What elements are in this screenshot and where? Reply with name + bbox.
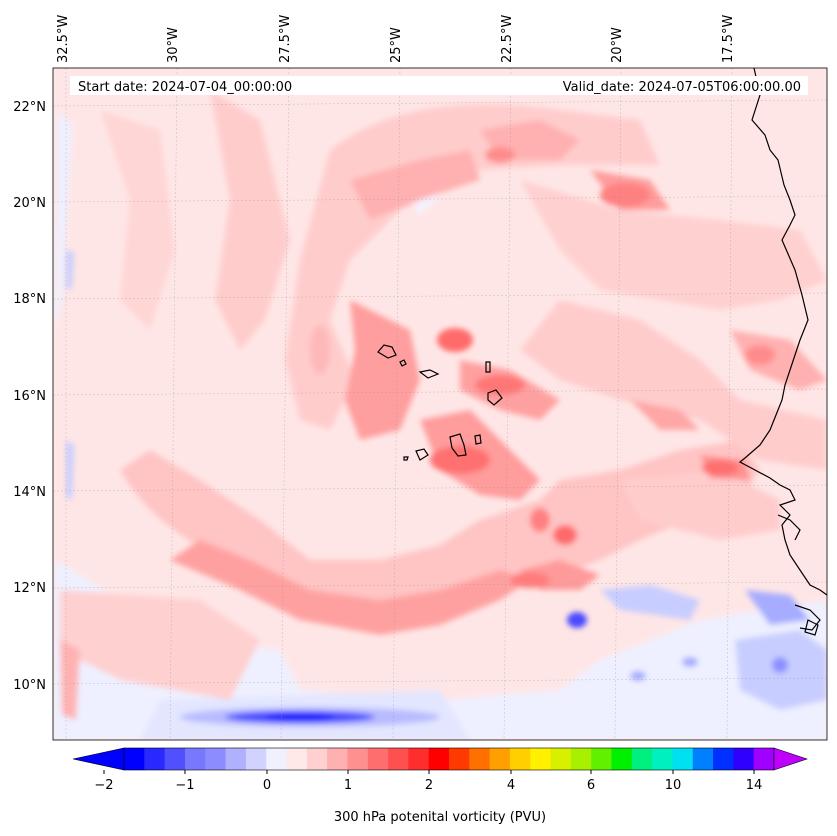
- colorbar-tick-label: 6: [587, 778, 595, 793]
- colorbar-tick-label: 10: [665, 778, 682, 793]
- coastlines: [377, 68, 827, 636]
- colorbar-segment: [530, 748, 552, 770]
- colorbar-tick-label: 1: [344, 778, 352, 793]
- lon-label-25w: 25°W: [389, 27, 404, 63]
- graticule: [53, 68, 827, 740]
- cape-verde-sao-vicente: [399, 359, 407, 367]
- lat-label-16n: 16°N: [13, 389, 46, 404]
- lat-label-20n: 20°N: [13, 196, 46, 211]
- cape-verde-santo-antao: [377, 344, 397, 359]
- colorbar-segment: [672, 748, 694, 770]
- colorbar-label: 300 hPa potenital vorticity (PVU): [334, 810, 546, 825]
- colorbar-segment: [489, 748, 511, 770]
- colorbar-tick-label: −2: [94, 778, 113, 793]
- colorbar-segment: [611, 748, 633, 770]
- lon-label-20w: 20°W: [610, 27, 625, 63]
- lon-label-32.5w: 32.5°W: [56, 15, 71, 63]
- cape-verde-fogo: [415, 448, 429, 461]
- colorbar-tick-label: 2: [425, 778, 433, 793]
- colorbar-tick-label: −1: [175, 778, 194, 793]
- colorbar-tick-label: 14: [746, 778, 763, 793]
- colorbar-segment: [286, 748, 308, 770]
- lat-label-22n: 22°N: [13, 100, 46, 115]
- cape-verde-maio: [474, 434, 482, 445]
- africa-coast: [738, 68, 827, 596]
- lon-label-17.5w: 17.5°W: [721, 15, 736, 63]
- pv-field: Start date: 2024-07-04_00:00:00 Valid_da…: [53, 68, 827, 740]
- colorbar-segment: [144, 748, 166, 770]
- colorbar-tick-label: 4: [507, 778, 515, 793]
- lat-label-12n: 12°N: [13, 581, 46, 596]
- colorbar-segment: [509, 748, 531, 770]
- longitude-labels: 32.5°W 30°W 27.5°W 25°W 22.5°W 20°W 17.5…: [56, 15, 736, 63]
- colorbar-segment: [469, 748, 491, 770]
- colorbar-segment: [449, 748, 470, 770]
- lat-label-10n: 10°N: [13, 678, 46, 693]
- colorbar-segment: [225, 748, 247, 770]
- lon-label-27.5w: 27.5°W: [278, 15, 293, 63]
- colorbar-segment: [753, 748, 775, 770]
- colorbar-segment: [184, 748, 206, 770]
- colorbar-min-arrow: [72, 747, 125, 771]
- pv-contours: [53, 90, 827, 740]
- colorbar-segment: [713, 748, 734, 770]
- cape-verde-sao-nicolau: [418, 369, 440, 379]
- colorbar-segment: [164, 748, 186, 770]
- colorbar-segment: [245, 748, 267, 770]
- colorbar-segment: [570, 748, 592, 770]
- cape-verde-santiago: [449, 433, 467, 457]
- colorbar: −2 −1 0 1 2 4 6 10 14 300 hPa potenital vorticit…: [72, 747, 808, 825]
- colorbar-segment: [327, 748, 348, 770]
- colorbar-max-arrow: [773, 747, 808, 771]
- colorbar-segment: [306, 748, 328, 770]
- date-banner: [70, 76, 808, 95]
- colorbar-segment: [733, 748, 755, 770]
- lat-label-14n: 14°N: [13, 485, 46, 500]
- map-frame: [52, 67, 828, 741]
- colorbar-segment: [428, 748, 450, 770]
- colorbar-segment: [367, 748, 389, 770]
- colorbar-segment: [408, 748, 430, 770]
- colorbar-tick-label: 0: [263, 778, 271, 793]
- cape-verde-sal: [485, 361, 491, 373]
- colorbar-segment: [550, 748, 572, 770]
- colorbar-segment: [631, 748, 653, 770]
- lon-label-22.5w: 22.5°W: [500, 15, 515, 63]
- colorbar-segment: [347, 748, 369, 770]
- colorbar-segment: [652, 748, 673, 770]
- lon-label-30w: 30°W: [166, 27, 181, 63]
- colorbar-ticks: −2 −1 0 1 2 4 6 10 14: [94, 770, 762, 793]
- colorbar-segment: [124, 748, 145, 770]
- latitude-labels: 22°N 20°N 18°N 16°N 14°N 12°N 10°N: [13, 100, 46, 693]
- cape-verde-brava: [403, 456, 409, 461]
- colorbar-segments: [123, 747, 775, 771]
- colorbar-segment: [266, 748, 287, 770]
- valid-date-text: Valid_date: 2024-07-05T06:00:00.00: [563, 80, 801, 95]
- lat-label-18n: 18°N: [13, 292, 46, 307]
- cape-verde-boa-vista: [487, 389, 503, 406]
- colorbar-segment: [388, 748, 409, 770]
- colorbar-segment: [205, 748, 227, 770]
- start-date-text: Start date: 2024-07-04_00:00:00: [78, 80, 292, 95]
- colorbar-segment: [692, 748, 714, 770]
- colorbar-segment: [591, 748, 612, 770]
